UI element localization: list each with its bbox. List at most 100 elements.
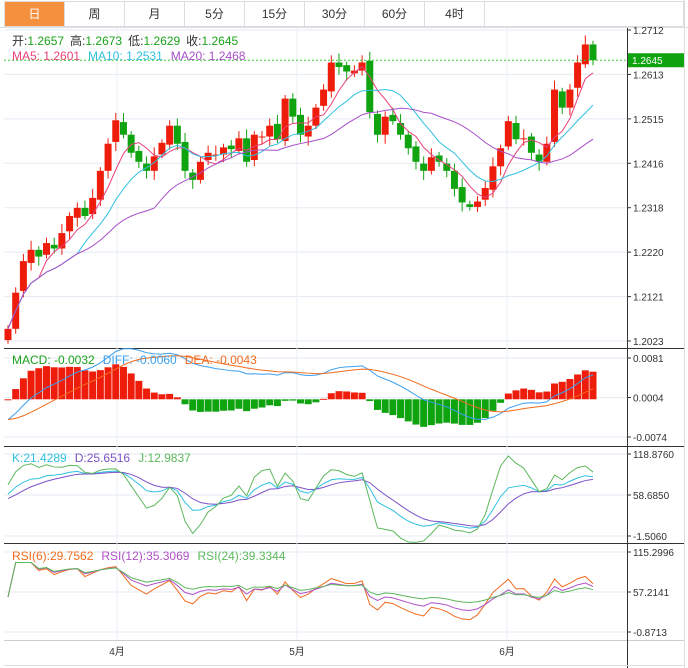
candle-body	[150, 156, 158, 171]
macd-bar	[520, 388, 528, 400]
candle-body	[4, 328, 12, 341]
j-line	[7, 455, 594, 543]
macd-bar	[420, 399, 428, 427]
macd-bar	[66, 366, 74, 400]
y-tick-label: 57.2141	[633, 588, 670, 599]
x-tick-label: 4月	[109, 646, 125, 658]
tab-week[interactable]: 周	[65, 2, 125, 26]
candle-body	[404, 134, 412, 149]
macd-bar	[104, 367, 112, 400]
y-tick-label: 1.2220	[633, 248, 664, 259]
candle-body	[366, 60, 374, 113]
tab-5min[interactable]: 5分	[185, 2, 245, 26]
candle-body	[427, 157, 435, 171]
macd-bar	[35, 368, 43, 400]
candle-body	[320, 89, 328, 106]
candle-body	[19, 261, 27, 291]
tab-4hour[interactable]: 4时	[425, 2, 485, 26]
candle-body	[66, 215, 74, 232]
macd-bar	[389, 399, 397, 416]
y-tick-label: -0.0074	[633, 433, 667, 444]
d-line	[7, 471, 594, 527]
macd-bar	[574, 374, 582, 400]
candle-body	[512, 122, 520, 140]
candle-body	[196, 161, 204, 180]
candle-body	[581, 44, 589, 65]
macd-bar	[119, 366, 127, 400]
tab-30min[interactable]: 30分	[305, 2, 365, 26]
macd-bar	[543, 391, 551, 400]
macd-bar	[435, 399, 443, 424]
macd-bar	[58, 367, 66, 400]
candle-body	[266, 125, 274, 137]
macd-bar	[12, 389, 20, 400]
macd-bar	[581, 370, 589, 400]
candle-body	[481, 187, 489, 200]
diff-line	[7, 348, 594, 421]
candle-body	[112, 120, 120, 142]
tab-month[interactable]: 月	[125, 2, 185, 26]
ma5-line	[7, 66, 594, 330]
candle-body	[166, 125, 174, 145]
candle-body	[289, 98, 297, 117]
macd-bar	[312, 399, 320, 403]
macd-bar	[497, 399, 505, 403]
macd-bar	[458, 399, 466, 425]
macd-bar	[512, 390, 520, 400]
tab-60min[interactable]: 60分	[365, 2, 425, 26]
macd-bar	[204, 399, 212, 412]
macd-bar	[589, 371, 597, 400]
tab-15min[interactable]: 15分	[245, 2, 305, 26]
candle-body	[50, 244, 58, 249]
candle-body	[589, 44, 597, 61]
candle-body	[504, 121, 512, 147]
macd-bar	[235, 399, 243, 409]
macd-bar	[42, 366, 50, 400]
macd-bar	[466, 399, 474, 425]
macd-bar	[481, 399, 489, 419]
kdj-legend: K:21.4289 D:25.6516 J:12.9837	[12, 451, 191, 465]
candle-body	[397, 122, 405, 135]
macd-bar	[366, 399, 374, 402]
macd-bar	[535, 392, 543, 400]
ma20-line	[7, 107, 594, 330]
candle-body	[119, 122, 127, 135]
candle-body	[435, 155, 443, 162]
candle-body	[297, 114, 304, 135]
macd-bar	[335, 391, 343, 400]
candle-body	[273, 123, 281, 140]
rsi-legend: RSI(6):29.7562 RSI(12):35.3069 RSI(24):39.…	[12, 549, 286, 563]
period-tabs: 日 周 月 5分 15分 30分 60分 4时	[4, 1, 684, 27]
macd-bar	[150, 392, 158, 400]
candle-body	[181, 141, 189, 171]
macd-legend: MACD: -0.0032 DIFF: -0.0060 DEA: -0.0043	[12, 353, 257, 367]
y-tick-label: 1.2613	[633, 70, 664, 81]
candle-body	[212, 154, 220, 156]
macd-bar	[266, 399, 274, 406]
x-tick-label: 6月	[499, 646, 515, 658]
macd-bar	[273, 399, 281, 407]
macd-bar	[358, 392, 366, 400]
last-price-badge	[628, 53, 684, 68]
y-tick-label: 58.6850	[633, 491, 670, 502]
macd-bar	[166, 393, 174, 400]
candle-body	[450, 170, 458, 189]
macd-bar	[397, 399, 405, 419]
macd-bar	[297, 399, 304, 404]
macd-bar	[4, 399, 12, 401]
candle-body	[520, 138, 528, 140]
candle-body	[173, 125, 181, 144]
tab-day[interactable]: 日	[5, 2, 65, 26]
macd-bar	[304, 399, 312, 405]
candle-body	[158, 142, 166, 155]
macd-bar	[196, 399, 204, 412]
y-tick-label: 1.2515	[633, 115, 664, 126]
macd-bar	[443, 399, 451, 423]
candle-body	[258, 136, 266, 138]
y-tick-label: 0.0081	[633, 354, 664, 365]
candle-body	[551, 89, 559, 142]
candle-body	[96, 170, 104, 200]
